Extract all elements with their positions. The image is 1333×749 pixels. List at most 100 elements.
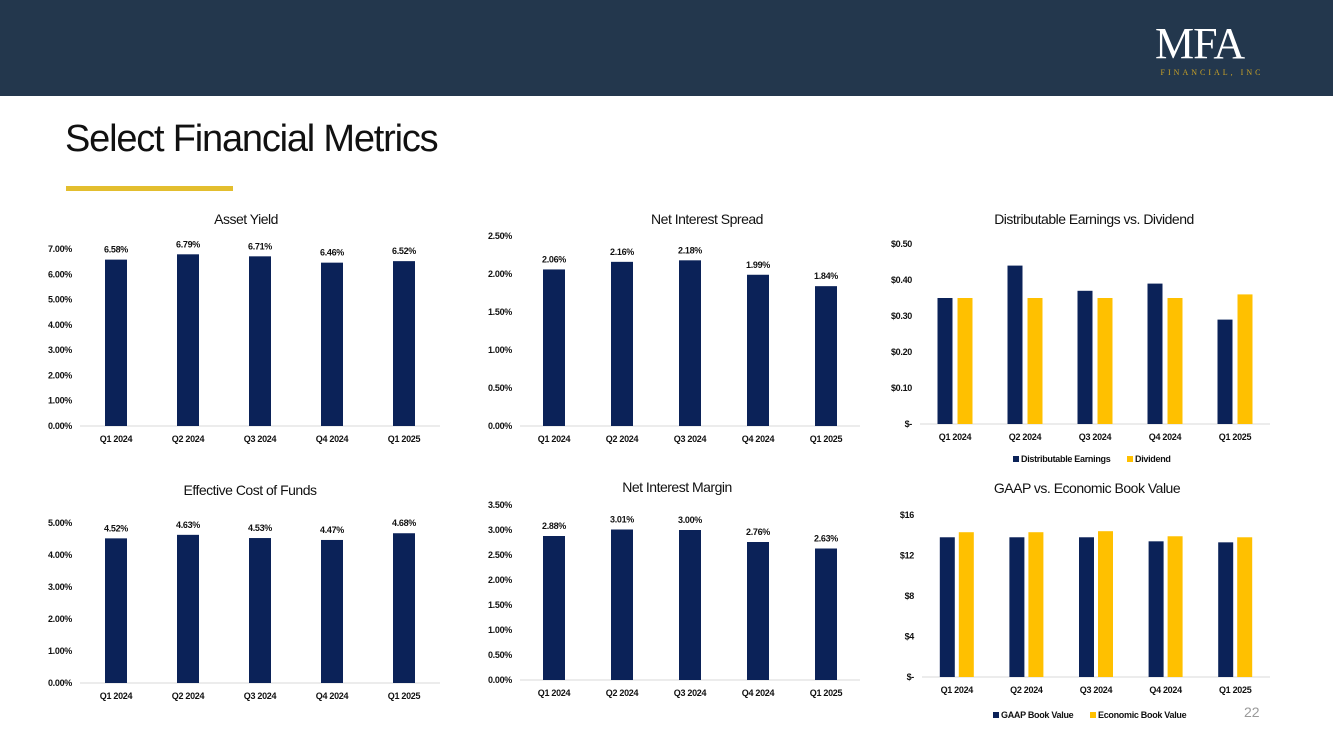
- y-tick-label: $8: [905, 591, 915, 601]
- y-tick-label: $-: [905, 419, 913, 429]
- header-bar: MFA FINANCIAL, INC: [0, 0, 1333, 96]
- y-tick-label: 2.50%: [488, 550, 512, 560]
- x-tick-label: Q4 2024: [316, 691, 349, 701]
- bar: [321, 262, 343, 426]
- bar: [815, 286, 837, 426]
- bar-series-2: [1028, 532, 1044, 677]
- y-tick-label: 3.00%: [48, 582, 72, 592]
- bar: [393, 533, 415, 683]
- data-label: 6.52%: [392, 246, 416, 256]
- title-underline: [66, 186, 233, 191]
- y-tick-label: 0.00%: [488, 421, 512, 431]
- legend-label: Distributable Earnings: [1021, 454, 1111, 464]
- data-label: 4.52%: [104, 523, 128, 533]
- bar: [543, 536, 565, 680]
- bar-series-2: [958, 532, 974, 677]
- x-tick-label: Q1 2024: [100, 691, 133, 701]
- y-tick-label: 3.50%: [488, 500, 512, 510]
- bar-series-1: [937, 298, 953, 424]
- bar: [679, 260, 701, 426]
- bar-series-1: [1007, 265, 1023, 424]
- company-logo-subtitle: FINANCIAL, INC: [1160, 68, 1264, 77]
- bar: [249, 256, 271, 426]
- y-tick-label: 1.00%: [48, 646, 72, 656]
- data-label: 4.47%: [320, 525, 344, 535]
- x-tick-label: Q3 2024: [1080, 685, 1113, 695]
- y-tick-label: 4.00%: [48, 550, 72, 560]
- x-tick-label: Q4 2024: [1149, 432, 1182, 442]
- y-tick-label: $0.50: [891, 239, 912, 249]
- y-tick-label: 2.00%: [48, 614, 72, 624]
- x-tick-label: Q2 2024: [172, 691, 205, 701]
- data-label: 2.06%: [542, 254, 566, 264]
- y-tick-label: 1.50%: [488, 600, 512, 610]
- y-tick-label: 3.00%: [48, 345, 72, 355]
- y-tick-label: $0.30: [891, 311, 912, 321]
- legend-swatch: [1127, 456, 1133, 462]
- y-tick-label: $4: [905, 632, 915, 642]
- data-label: 1.99%: [746, 260, 770, 270]
- data-label: 1.84%: [814, 271, 838, 281]
- y-tick-label: 0.00%: [48, 678, 72, 688]
- x-tick-label: Q2 2024: [1010, 685, 1043, 695]
- x-tick-label: Q3 2024: [1079, 432, 1112, 442]
- x-tick-label: Q1 2024: [538, 434, 571, 444]
- company-logo: MFA: [1155, 19, 1245, 68]
- page-title: Select Financial Metrics: [65, 118, 439, 160]
- x-tick-label: Q1 2024: [538, 688, 571, 698]
- data-label: 2.63%: [814, 534, 838, 544]
- x-tick-label: Q1 2025: [1219, 685, 1252, 695]
- bar: [177, 534, 199, 683]
- x-tick-label: Q3 2024: [244, 434, 277, 444]
- x-tick-label: Q1 2024: [941, 685, 974, 695]
- bar-series-1: [1148, 541, 1164, 677]
- x-tick-label: Q1 2025: [810, 434, 843, 444]
- bar-series-2: [1098, 531, 1113, 677]
- x-tick-label: Q3 2024: [674, 434, 707, 444]
- bar-series-2: [1167, 536, 1183, 677]
- chart-title: Asset Yield: [214, 211, 278, 227]
- y-tick-label: $12: [900, 551, 914, 561]
- y-tick-label: 2.00%: [488, 575, 512, 585]
- y-tick-label: 3.00%: [488, 525, 512, 535]
- data-label: 4.68%: [392, 518, 416, 528]
- data-label: 4.63%: [176, 520, 200, 530]
- bar-series-1: [1217, 319, 1233, 424]
- bar: [105, 259, 127, 426]
- x-tick-label: Q1 2025: [388, 434, 421, 444]
- legend-swatch: [1090, 712, 1096, 718]
- bar-series-1: [939, 537, 955, 677]
- bar-series-2: [1027, 298, 1043, 424]
- bar-series-2: [1237, 294, 1253, 424]
- x-tick-label: Q1 2025: [1219, 432, 1252, 442]
- chart-title: Net Interest Margin: [622, 479, 732, 495]
- data-label: 6.79%: [176, 239, 200, 249]
- bar: [249, 538, 271, 683]
- y-tick-label: $0.10: [891, 383, 912, 393]
- data-label: 6.71%: [248, 241, 272, 251]
- y-tick-label: 0.50%: [488, 650, 512, 660]
- y-tick-label: 2.00%: [488, 269, 512, 279]
- x-tick-label: Q3 2024: [244, 691, 277, 701]
- y-tick-label: $0.40: [891, 275, 912, 285]
- bar: [679, 530, 701, 680]
- x-tick-label: Q3 2024: [674, 688, 707, 698]
- x-tick-label: Q4 2024: [316, 434, 349, 444]
- x-tick-label: Q2 2024: [606, 434, 639, 444]
- y-tick-label: 2.50%: [488, 231, 512, 241]
- x-tick-label: Q4 2024: [1149, 685, 1182, 695]
- y-tick-label: 1.50%: [488, 307, 512, 317]
- y-tick-label: 2.00%: [48, 370, 72, 380]
- y-tick-label: 4.00%: [48, 320, 72, 330]
- y-tick-label: 5.00%: [48, 295, 72, 305]
- x-tick-label: Q2 2024: [172, 434, 205, 444]
- bar: [611, 261, 633, 426]
- bar: [321, 539, 343, 683]
- data-label: 3.00%: [678, 515, 702, 525]
